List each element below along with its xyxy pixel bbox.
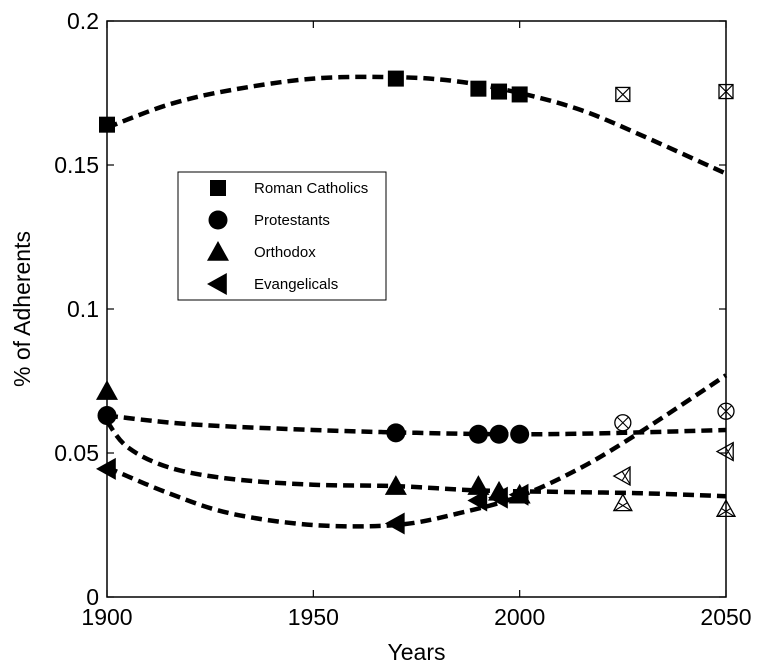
- x-tick-label: 2000: [494, 604, 545, 630]
- y-tick-label: 0.2: [67, 8, 99, 34]
- plot-frame: [106, 20, 727, 598]
- data-point-roman-catholics: [470, 80, 487, 97]
- fit-curve-evangelicals: [106, 373, 728, 529]
- fit-curve-protestants: [106, 413, 727, 437]
- y-tick-label: 0.1: [67, 296, 99, 322]
- data-point-protestants: [510, 424, 530, 444]
- projected-point-roman-catholics-cross: [615, 87, 631, 102]
- projected-point-orthodox-cross: [717, 507, 735, 517]
- data-point-protestants: [386, 423, 406, 443]
- data-point-evangelicals: [508, 483, 529, 506]
- fit-curve-orthodox: [105, 419, 727, 499]
- data-point-protestants: [468, 424, 488, 444]
- data-point-evangelicals: [384, 512, 405, 535]
- legend-marker-evangelicals: [207, 273, 227, 295]
- fit-curve-roman-catholics: [106, 74, 727, 176]
- y-tick-label: 0.05: [54, 440, 99, 466]
- projected-point-evangelicals-cross: [621, 467, 631, 485]
- legend-markers: [207, 180, 229, 295]
- data-point-orthodox: [467, 475, 490, 495]
- x-tick-label: 1950: [288, 604, 339, 630]
- projected-point-evangelicals: [715, 441, 734, 462]
- projected-point-protestants: [614, 414, 632, 432]
- x-tick-label: 2050: [700, 604, 751, 630]
- legend-marker-orthodox: [207, 241, 229, 261]
- y-tick-label: 0: [86, 584, 99, 610]
- data-markers: [96, 70, 737, 535]
- data-point-roman-catholics: [387, 70, 404, 87]
- data-point-evangelicals: [96, 457, 116, 480]
- data-point-roman-catholics: [511, 86, 528, 103]
- axis-ticks: 1900 1950 2000 2050 0 0.05 0.1 0.15 0.2: [54, 8, 751, 630]
- legend-marker-roman-catholics: [210, 180, 226, 196]
- data-point-orthodox: [384, 475, 407, 495]
- projected-point-roman-catholics: [615, 86, 631, 103]
- projected-point-orthodox-cross: [614, 502, 632, 512]
- x-axis-label: Years: [388, 639, 446, 665]
- data-point-protestants: [489, 424, 509, 444]
- projected-point-protestants-cross: [616, 416, 629, 429]
- data-point-evangelicals: [488, 486, 508, 509]
- y-axis-label: % of Adherents: [9, 231, 35, 387]
- legend-label-orthodox: Orthodox: [254, 244, 316, 261]
- fit-curves: [105, 74, 728, 529]
- data-point-evangelicals: [467, 489, 488, 512]
- x-tick-label: 1900: [81, 604, 132, 630]
- legend-marker-protestants: [208, 210, 228, 230]
- projected-point-orthodox: [612, 493, 633, 512]
- legend-label-roman-catholics: Roman Catholics: [254, 180, 368, 197]
- legend-label-evangelicals: Evangelicals: [254, 276, 338, 293]
- y-tick-label: 0.15: [54, 152, 99, 178]
- legend-label-protestants: Protestants: [254, 212, 330, 229]
- projected-point-evangelicals: [612, 465, 631, 487]
- data-point-roman-catholics: [491, 83, 508, 100]
- legend: Roman Catholics Protestants Orthodox Eva…: [177, 171, 387, 301]
